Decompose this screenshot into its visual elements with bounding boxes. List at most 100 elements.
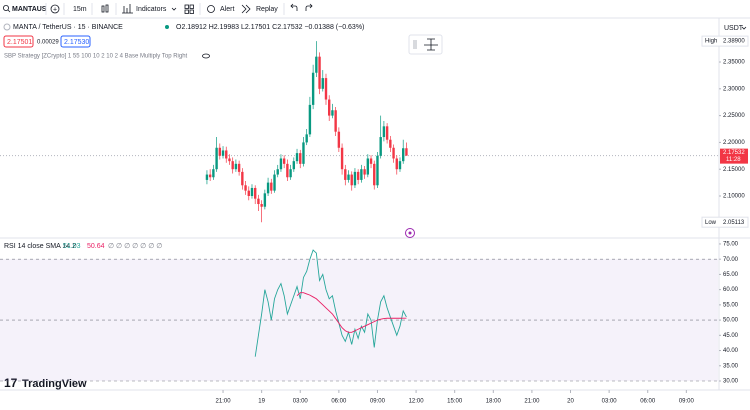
- x-tick-label: 19: [258, 399, 265, 405]
- y-tick-label: 75.00: [723, 242, 739, 248]
- candle-body: [302, 142, 305, 164]
- candle-body: [234, 163, 238, 170]
- last-price-time: 11:28: [726, 157, 741, 163]
- currency[interactable]: USDT: [724, 25, 744, 32]
- layout-icon: [184, 9, 189, 14]
- candle-body: [398, 161, 402, 170]
- candle-body: [237, 163, 241, 172]
- ohlc: O2.18912 H2.19983 L2.17501 C2.17532 −0.0…: [176, 24, 364, 31]
- candle-body: [212, 169, 215, 178]
- candle-body: [363, 169, 366, 175]
- candle-body: [225, 150, 228, 159]
- alert-button[interactable]: Alert: [220, 6, 234, 13]
- y-tick-label: 35.00: [723, 363, 739, 369]
- candle-body: [241, 171, 244, 186]
- rsi-legend-value: 50.64: [87, 243, 105, 250]
- chart-type-icon[interactable]: [101, 5, 105, 13]
- search-icon[interactable]: [3, 5, 9, 11]
- rsi-line: [254, 249, 407, 357]
- interval[interactable]: 15m: [73, 6, 87, 13]
- y-tick-label: 55.00: [723, 302, 739, 308]
- indicators-button[interactable]: Indicators: [136, 6, 167, 13]
- candle-body: [356, 171, 360, 180]
- y-tick-label: 2.10000: [723, 194, 745, 200]
- price-marker-value: 2.38900: [723, 39, 745, 45]
- candle-body: [344, 169, 347, 180]
- y-tick-label: 2.20000: [723, 140, 745, 146]
- price-marker-name: Low: [705, 220, 717, 226]
- candle-body: [221, 150, 225, 156]
- y-tick-label: 65.00: [723, 272, 739, 278]
- replay-button[interactable]: Replay: [256, 6, 278, 13]
- y-tick-label: 45.00: [723, 333, 739, 339]
- templates-caret[interactable]: [171, 7, 177, 11]
- candle-body: [276, 169, 279, 175]
- x-tick-label: 06:00: [640, 399, 656, 405]
- toolbar: MANTAUS + 15m Indicators Alert Replay: [3, 3, 313, 15]
- candle-body: [266, 182, 270, 194]
- candle-body: [299, 153, 302, 164]
- candle-body: [373, 163, 376, 186]
- candle-body: [385, 126, 389, 140]
- add-symbol[interactable]: [50, 4, 60, 14]
- candle-body: [231, 161, 234, 170]
- candle-body: [318, 56, 321, 89]
- candle-body: [282, 158, 286, 164]
- y-tick-label: 70.00: [723, 257, 739, 263]
- candle-body: [254, 187, 257, 199]
- rsi-extras: ∅ ∅ ∅ ∅ ∅ ∅ ∅: [108, 243, 162, 250]
- price-marker-value: 2.05113: [723, 220, 745, 226]
- candle-body: [321, 78, 324, 89]
- candle-body: [340, 147, 344, 170]
- candle-body: [218, 147, 222, 156]
- x-tick-label: 09:00: [679, 399, 695, 405]
- measure-icon: [424, 38, 438, 51]
- last-price-tag: [720, 148, 748, 164]
- candle-body: [328, 99, 331, 116]
- x-tick-label: 21:00: [216, 399, 232, 405]
- y-tick-label: 2.35000: [723, 60, 745, 66]
- x-tick-label: 03:00: [602, 399, 618, 405]
- buy-box[interactable]: [60, 35, 91, 48]
- search-icon: [7, 9, 11, 13]
- candle-body: [257, 198, 260, 205]
- candle-body: [366, 158, 370, 175]
- spread: 0.00029: [37, 40, 59, 46]
- candle-body: [395, 158, 398, 170]
- candle-body: [260, 204, 263, 207]
- redo-button[interactable]: [305, 3, 313, 11]
- candle-body: [315, 56, 318, 73]
- last-price-value: 2.17532: [723, 150, 745, 156]
- candle-body: [405, 148, 408, 156]
- undo-button[interactable]: [290, 3, 298, 11]
- price-marker: [701, 216, 749, 228]
- candle-body: [350, 174, 353, 186]
- symbol[interactable]: MANTAUS: [12, 6, 47, 13]
- candle-body: [205, 174, 209, 180]
- x-tick-label: 15:00: [447, 399, 463, 405]
- currency-caret: [741, 26, 747, 30]
- layout-icon: [189, 4, 194, 9]
- x-tick-label: 18:00: [486, 399, 502, 405]
- candle-body: [228, 158, 231, 162]
- x-tick-label: 06:00: [331, 399, 347, 405]
- layout-icon[interactable]: [184, 4, 189, 9]
- y-tick-label: 30.00: [723, 379, 739, 385]
- visibility-icon[interactable]: [202, 53, 210, 59]
- candle-body: [324, 78, 328, 100]
- candle-body: [392, 147, 395, 159]
- ask: 2.17530: [64, 39, 89, 46]
- candle-body: [331, 110, 334, 116]
- strategy-legend: SBP Strategy [ZCrypto] 1 55 100 10 2 10 …: [4, 54, 188, 60]
- add-symbol-plus: +: [53, 6, 57, 13]
- pair-title: MANTA / TetherUS · 15 · BINANCE: [13, 24, 123, 31]
- candle-body: [208, 174, 212, 178]
- candle-body: [311, 72, 315, 105]
- x-tick-label: 12:00: [409, 399, 425, 405]
- logo-mark: 17: [4, 376, 18, 390]
- candle-body: [270, 182, 273, 191]
- candle-body: [382, 126, 386, 138]
- floating-widget[interactable]: [408, 34, 443, 55]
- sell-box[interactable]: [3, 35, 34, 48]
